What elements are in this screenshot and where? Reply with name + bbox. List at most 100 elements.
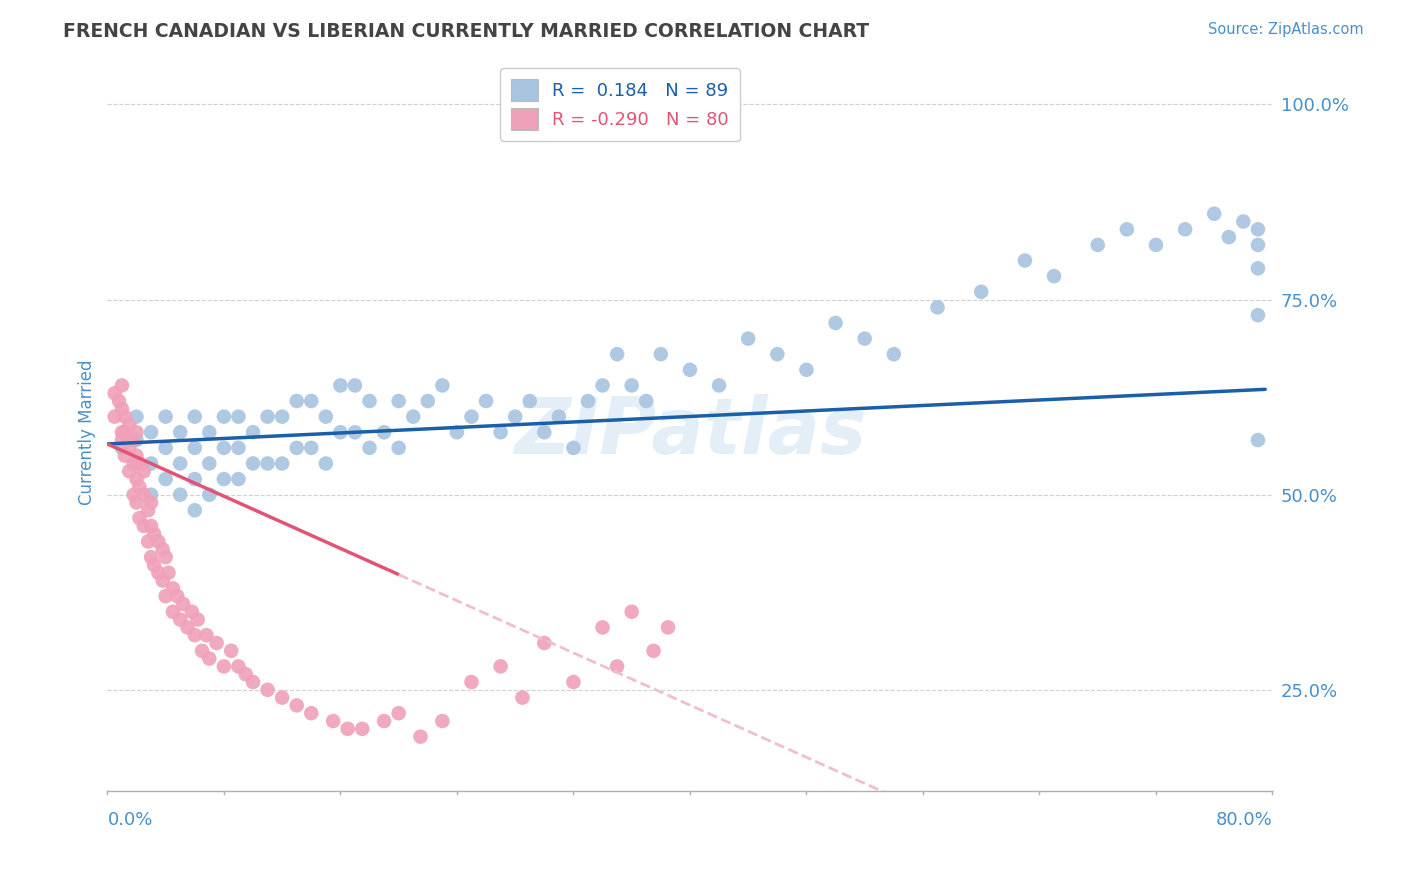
- Point: [285, 441, 308, 455]
- Point: [155, 409, 177, 424]
- Point: [228, 409, 250, 424]
- Point: [242, 675, 264, 690]
- Point: [329, 425, 352, 440]
- Point: [118, 464, 141, 478]
- Point: [1247, 308, 1270, 322]
- Point: [162, 605, 184, 619]
- Point: [299, 394, 322, 409]
- Point: [191, 644, 214, 658]
- Point: [343, 425, 366, 440]
- Point: [212, 441, 235, 455]
- Point: [139, 495, 162, 509]
- Point: [299, 706, 322, 721]
- Point: [489, 659, 512, 673]
- Point: [636, 394, 658, 409]
- Point: [299, 441, 322, 455]
- Point: [285, 394, 308, 409]
- Point: [184, 503, 207, 517]
- Point: [592, 378, 614, 392]
- Point: [169, 457, 191, 471]
- Point: [562, 441, 585, 455]
- Point: [128, 480, 150, 494]
- Point: [212, 472, 235, 486]
- Point: [187, 613, 209, 627]
- Point: [271, 409, 294, 424]
- Point: [1247, 222, 1270, 236]
- Point: [143, 558, 166, 572]
- Point: [228, 441, 250, 455]
- Point: [643, 644, 665, 658]
- Point: [111, 401, 134, 416]
- Point: [139, 425, 162, 440]
- Point: [132, 488, 155, 502]
- Point: [409, 730, 432, 744]
- Point: [460, 409, 482, 424]
- Point: [205, 636, 228, 650]
- Point: [592, 620, 614, 634]
- Point: [212, 659, 235, 673]
- Point: [219, 644, 242, 658]
- Point: [118, 417, 141, 432]
- Point: [242, 425, 264, 440]
- Point: [402, 409, 425, 424]
- Point: [679, 363, 702, 377]
- Point: [132, 519, 155, 533]
- Point: [824, 316, 846, 330]
- Point: [416, 394, 439, 409]
- Point: [1247, 433, 1270, 447]
- Point: [118, 441, 141, 455]
- Point: [1144, 238, 1167, 252]
- Point: [111, 441, 134, 455]
- Point: [111, 378, 134, 392]
- Point: [242, 457, 264, 471]
- Point: [212, 409, 235, 424]
- Point: [155, 550, 177, 565]
- Point: [1218, 230, 1240, 244]
- Point: [122, 488, 145, 502]
- Point: [388, 394, 411, 409]
- Point: [1014, 253, 1036, 268]
- Point: [122, 433, 145, 447]
- Point: [180, 605, 202, 619]
- Point: [256, 682, 278, 697]
- Point: [796, 363, 818, 377]
- Point: [157, 566, 180, 580]
- Point: [373, 714, 395, 728]
- Point: [125, 433, 148, 447]
- Point: [114, 409, 136, 424]
- Point: [256, 457, 278, 471]
- Point: [315, 409, 337, 424]
- Point: [620, 605, 643, 619]
- Point: [169, 425, 191, 440]
- Point: [111, 433, 134, 447]
- Point: [118, 433, 141, 447]
- Point: [184, 628, 207, 642]
- Point: [336, 722, 359, 736]
- Point: [114, 425, 136, 440]
- Point: [562, 675, 585, 690]
- Point: [271, 690, 294, 705]
- Point: [432, 714, 454, 728]
- Point: [148, 534, 170, 549]
- Point: [1247, 261, 1270, 276]
- Point: [650, 347, 672, 361]
- Point: [125, 472, 148, 486]
- Point: [883, 347, 905, 361]
- Point: [125, 425, 148, 440]
- Point: [475, 394, 498, 409]
- Point: [503, 409, 526, 424]
- Point: [1115, 222, 1137, 236]
- Legend: R =  0.184   N = 89, R = -0.290   N = 80: R = 0.184 N = 89, R = -0.290 N = 80: [501, 68, 740, 141]
- Point: [1087, 238, 1109, 252]
- Point: [446, 425, 468, 440]
- Point: [184, 441, 207, 455]
- Point: [198, 425, 221, 440]
- Point: [329, 378, 352, 392]
- Point: [620, 378, 643, 392]
- Point: [256, 409, 278, 424]
- Point: [657, 620, 679, 634]
- Point: [169, 488, 191, 502]
- Point: [1174, 222, 1197, 236]
- Point: [737, 332, 759, 346]
- Point: [136, 534, 159, 549]
